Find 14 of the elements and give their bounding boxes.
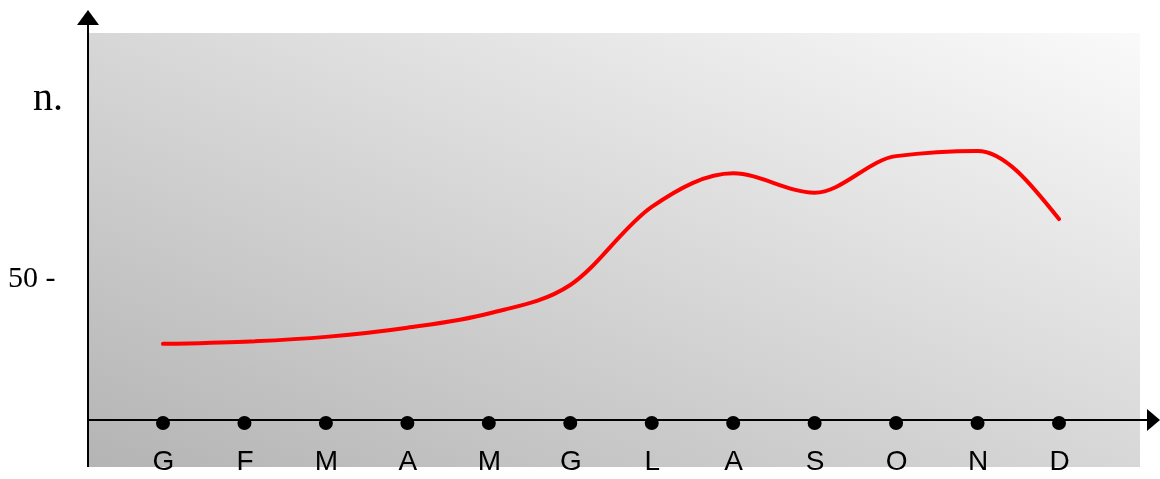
y-axis-title: n. xyxy=(33,74,63,119)
x-tick-label: O xyxy=(885,444,908,476)
x-tick-label: F xyxy=(236,444,254,476)
x-tick-label: D xyxy=(1049,444,1070,476)
x-tick-label: A xyxy=(398,444,418,476)
x-tick-label: S xyxy=(805,444,825,476)
x-tick-label: M xyxy=(314,444,339,476)
x-tick-label: G xyxy=(559,444,582,476)
x-tick-label: A xyxy=(724,444,744,476)
x-tick-label: G xyxy=(152,444,175,476)
text: 50 - xyxy=(8,260,56,293)
x-tick-label: M xyxy=(477,444,501,476)
x-tick-label: L xyxy=(644,444,661,476)
x-tick-label: N xyxy=(967,444,989,476)
